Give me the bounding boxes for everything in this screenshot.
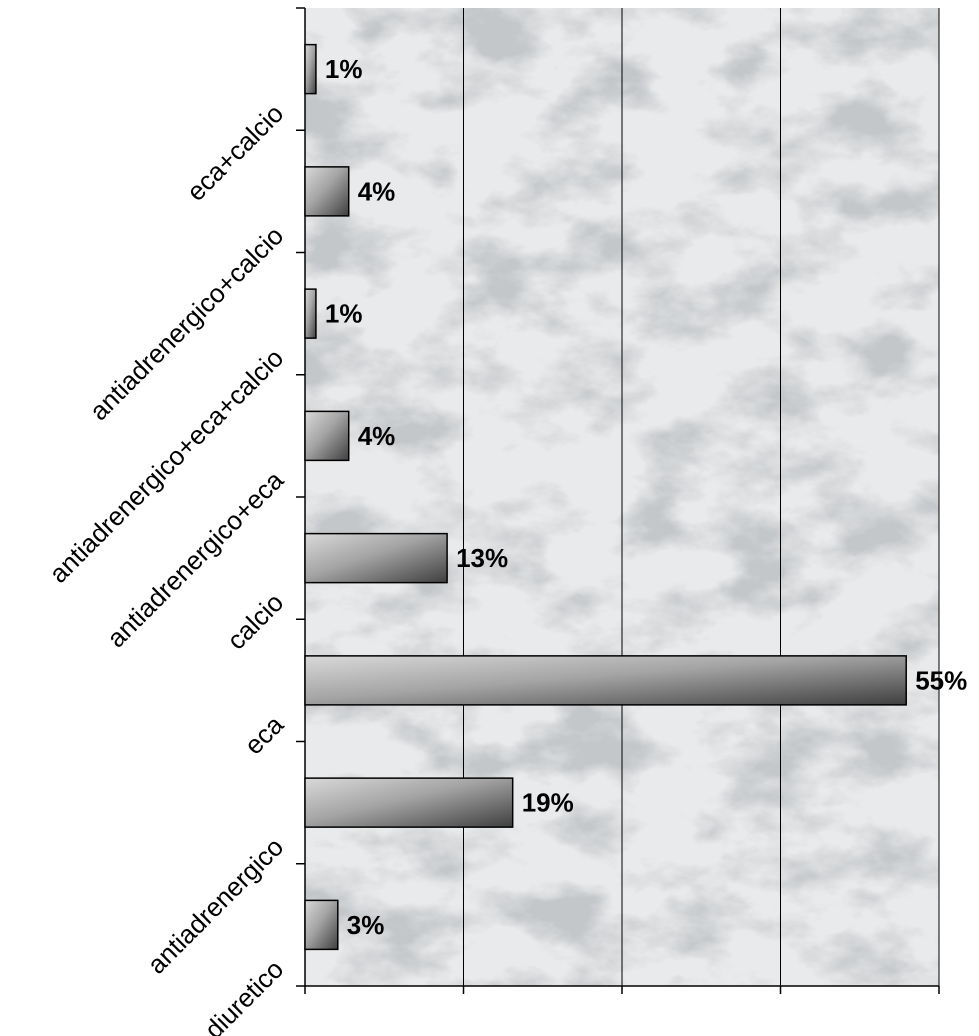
- data-label: 1%: [325, 299, 363, 329]
- category-label: calcio: [221, 587, 289, 655]
- bar-antiadrenergico: [304, 777, 514, 828]
- data-label: 3%: [347, 910, 385, 940]
- bar-eca+calcio: [304, 43, 317, 95]
- category-label: eca: [238, 709, 289, 760]
- category-labels: eca+calcio antiadrenergico+calcioantiadre…: [43, 98, 289, 1036]
- data-labels: 1% 4% 1% 4% 13% 55% 19% 3%: [325, 54, 967, 940]
- bars: [304, 43, 907, 951]
- category-label: antiadrenergico+calcio: [84, 220, 290, 426]
- bar-antiadrenergico+eca: [304, 410, 350, 462]
- data-label: 1%: [325, 54, 363, 84]
- category-label: diuretico: [199, 954, 290, 1036]
- data-label: 19%: [522, 788, 574, 818]
- bar-antiadrenergico+eca+calcio: [304, 288, 317, 339]
- bar-eca: [304, 655, 907, 706]
- bar-diuretico: [304, 899, 339, 951]
- data-label: 55%: [915, 665, 967, 695]
- data-label: 4%: [358, 176, 396, 206]
- data-label: 13%: [456, 543, 508, 573]
- category-label: eca+calcio: [181, 98, 290, 207]
- data-label: 4%: [358, 421, 396, 451]
- category-label: antiadrenergico+eca+calcio: [43, 343, 289, 589]
- bar-antiadrenergico+calcio: [304, 166, 350, 217]
- bar-calcio: [304, 532, 448, 584]
